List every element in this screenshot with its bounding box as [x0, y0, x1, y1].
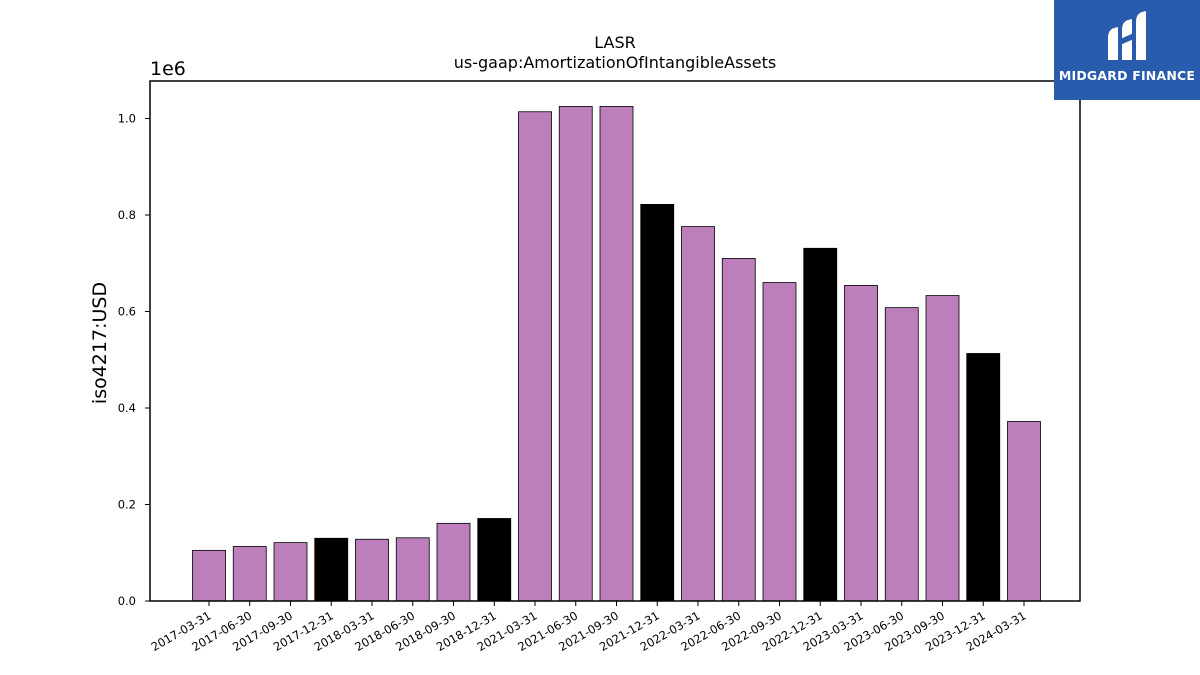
y-tick-label: 0.0 — [118, 594, 136, 608]
bar-2017-09-30 — [273, 542, 308, 602]
bar-2017-06-30 — [232, 546, 267, 602]
bar-2022-12-31 — [803, 247, 838, 602]
brand-name: MIDGARD FINANCE — [1058, 68, 1196, 83]
bar-2017-03-31 — [192, 549, 226, 602]
bar-2023-06-30 — [884, 307, 919, 602]
y-tick-label: 1.0 — [118, 112, 136, 126]
y-tick-label: 0.4 — [118, 401, 136, 415]
bar-2021-06-30 — [558, 106, 593, 602]
brand-mark-icon — [1108, 11, 1146, 60]
chart-subtitle: us-gaap:AmortizationOfIntangibleAssets — [454, 53, 776, 72]
bar-2023-12-31 — [966, 353, 1001, 602]
bar-2021-12-31 — [640, 203, 675, 602]
y-ticks-group: 0.0 0.2 0.4 0.6 0.8 1.0 — [118, 112, 150, 608]
y-scale-label: 1e6 — [150, 58, 186, 80]
x-ticks-group: 2017-03-312017-06-302017-09-302017-12-31… — [149, 601, 1029, 654]
plot-frame — [149, 80, 1081, 602]
bar-2022-03-31 — [681, 226, 715, 602]
y-axis-label: iso4217:USD — [89, 282, 111, 404]
bar-2022-09-30 — [762, 282, 797, 602]
bar-2023-09-30 — [925, 295, 960, 602]
bar-2018-09-30 — [436, 522, 471, 602]
y-tick-label: 0.2 — [118, 498, 136, 512]
bar-2018-06-30 — [395, 537, 430, 602]
y-tick-label: 0.8 — [118, 208, 136, 222]
bar-2023-03-31 — [844, 285, 878, 602]
bar-2017-12-31 — [314, 537, 349, 602]
bar-2022-06-30 — [721, 258, 756, 602]
bars-group — [192, 106, 1041, 602]
bar-2018-12-31 — [477, 518, 512, 602]
bar-2021-09-30 — [599, 106, 634, 602]
bar-2021-03-31 — [518, 111, 552, 602]
y-tick-label: 0.6 — [118, 305, 136, 319]
bar-2024-03-31 — [1007, 421, 1041, 602]
bar-2018-03-31 — [355, 538, 389, 602]
chart-title: LASR — [594, 33, 636, 52]
brand-logo: MIDGARD FINANCE — [1054, 0, 1200, 100]
